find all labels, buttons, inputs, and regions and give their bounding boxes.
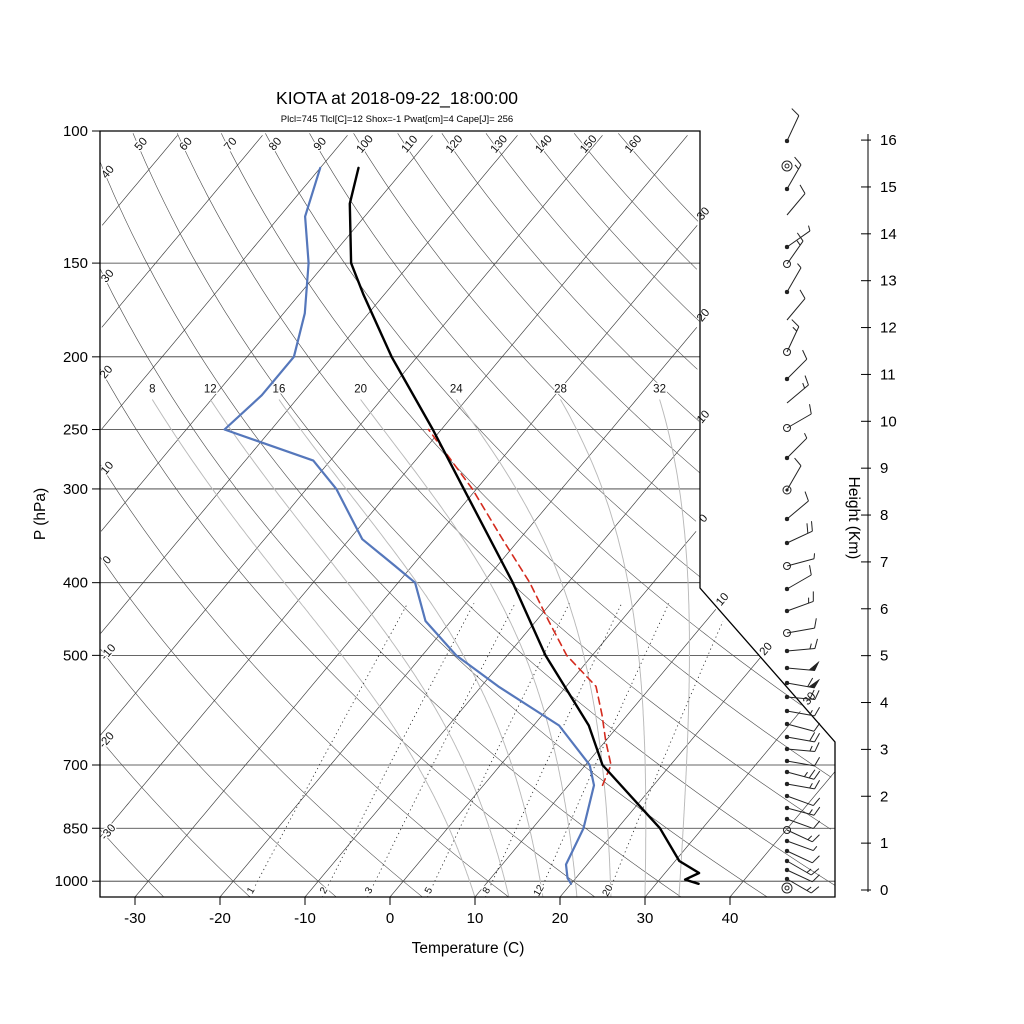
svg-text:6: 6 bbox=[880, 601, 888, 618]
svg-text:300: 300 bbox=[63, 481, 88, 498]
y-axis-title: P (hPa) bbox=[32, 488, 49, 540]
svg-text:15: 15 bbox=[880, 179, 897, 196]
svg-text:7: 7 bbox=[880, 554, 888, 571]
svg-text:-30: -30 bbox=[99, 822, 119, 842]
svg-text:130: 130 bbox=[489, 133, 511, 155]
svg-text:-20: -20 bbox=[209, 910, 231, 927]
svg-text:24: 24 bbox=[450, 384, 463, 396]
svg-text:16: 16 bbox=[880, 132, 897, 149]
svg-text:160: 160 bbox=[623, 133, 645, 155]
temperature-curve bbox=[348, 166, 701, 885]
svg-text:12: 12 bbox=[532, 883, 547, 899]
svg-text:120: 120 bbox=[444, 133, 466, 155]
svg-text:2: 2 bbox=[880, 788, 888, 805]
wind-barb-column bbox=[781, 108, 821, 894]
svg-text:150: 150 bbox=[63, 255, 88, 272]
svg-text:700: 700 bbox=[63, 757, 88, 774]
svg-text:20: 20 bbox=[354, 384, 367, 396]
svg-text:30: 30 bbox=[99, 268, 116, 286]
svg-text:140: 140 bbox=[533, 133, 555, 155]
x-axis-title: Temperature (C) bbox=[412, 940, 525, 957]
svg-text:0: 0 bbox=[101, 554, 114, 567]
svg-text:40: 40 bbox=[722, 910, 739, 927]
svg-text:90: 90 bbox=[312, 136, 329, 154]
svg-text:0: 0 bbox=[880, 882, 888, 899]
svg-text:100: 100 bbox=[63, 123, 88, 140]
parcel-curve bbox=[427, 428, 612, 787]
svg-text:20: 20 bbox=[758, 641, 775, 659]
svg-text:20: 20 bbox=[695, 307, 712, 325]
svg-text:250: 250 bbox=[63, 422, 88, 439]
svg-text:14: 14 bbox=[880, 226, 897, 243]
svg-text:4: 4 bbox=[880, 695, 888, 712]
svg-text:10: 10 bbox=[880, 413, 897, 430]
svg-text:60: 60 bbox=[178, 136, 195, 154]
svg-text:400: 400 bbox=[63, 575, 88, 592]
svg-text:-10: -10 bbox=[99, 642, 119, 662]
svg-text:12: 12 bbox=[204, 384, 217, 396]
chart-title: KIOTA at 2018-09-22_18:00:00 bbox=[276, 88, 518, 109]
svg-text:20: 20 bbox=[601, 883, 616, 899]
svg-text:9: 9 bbox=[880, 460, 888, 477]
svg-text:30: 30 bbox=[695, 205, 712, 223]
svg-text:32: 32 bbox=[653, 384, 666, 396]
svg-text:16: 16 bbox=[273, 384, 286, 396]
svg-text:-10: -10 bbox=[294, 910, 316, 927]
sounding-curves bbox=[223, 166, 701, 885]
svg-text:850: 850 bbox=[63, 820, 88, 837]
svg-text:500: 500 bbox=[63, 647, 88, 664]
svg-text:8: 8 bbox=[149, 384, 155, 396]
svg-text:1: 1 bbox=[880, 835, 888, 852]
svg-text:5: 5 bbox=[423, 885, 436, 896]
svg-text:110: 110 bbox=[399, 133, 420, 155]
svg-text:1000: 1000 bbox=[55, 873, 88, 890]
svg-text:8: 8 bbox=[880, 507, 888, 524]
svg-text:13: 13 bbox=[880, 273, 897, 290]
chart-parameters: Plcl=745 Tlcl[C]=12 Shox=-1 Pwat[cm]=4 C… bbox=[281, 114, 513, 125]
svg-text:3: 3 bbox=[880, 741, 888, 758]
svg-text:28: 28 bbox=[554, 384, 567, 396]
svg-text:0: 0 bbox=[697, 512, 710, 525]
svg-text:10: 10 bbox=[99, 460, 116, 478]
svg-text:11: 11 bbox=[880, 366, 896, 383]
svg-text:0: 0 bbox=[386, 910, 394, 927]
svg-text:20: 20 bbox=[552, 910, 569, 927]
svg-text:8: 8 bbox=[481, 885, 494, 896]
svg-text:70: 70 bbox=[222, 136, 239, 154]
dewpoint-curve bbox=[223, 166, 596, 885]
svg-text:200: 200 bbox=[63, 349, 88, 366]
svg-text:80: 80 bbox=[267, 136, 284, 154]
svg-text:100: 100 bbox=[354, 133, 376, 155]
svg-text:10: 10 bbox=[695, 408, 712, 426]
svg-text:3: 3 bbox=[363, 885, 376, 896]
svg-text:5: 5 bbox=[880, 648, 888, 665]
svg-text:12: 12 bbox=[880, 320, 897, 337]
height-axis-title: Height (Km) bbox=[845, 477, 862, 560]
svg-text:150: 150 bbox=[578, 133, 600, 155]
svg-text:30: 30 bbox=[637, 910, 654, 927]
svg-text:10: 10 bbox=[714, 591, 731, 609]
svg-text:10: 10 bbox=[467, 910, 484, 927]
svg-text:-30: -30 bbox=[124, 910, 146, 927]
